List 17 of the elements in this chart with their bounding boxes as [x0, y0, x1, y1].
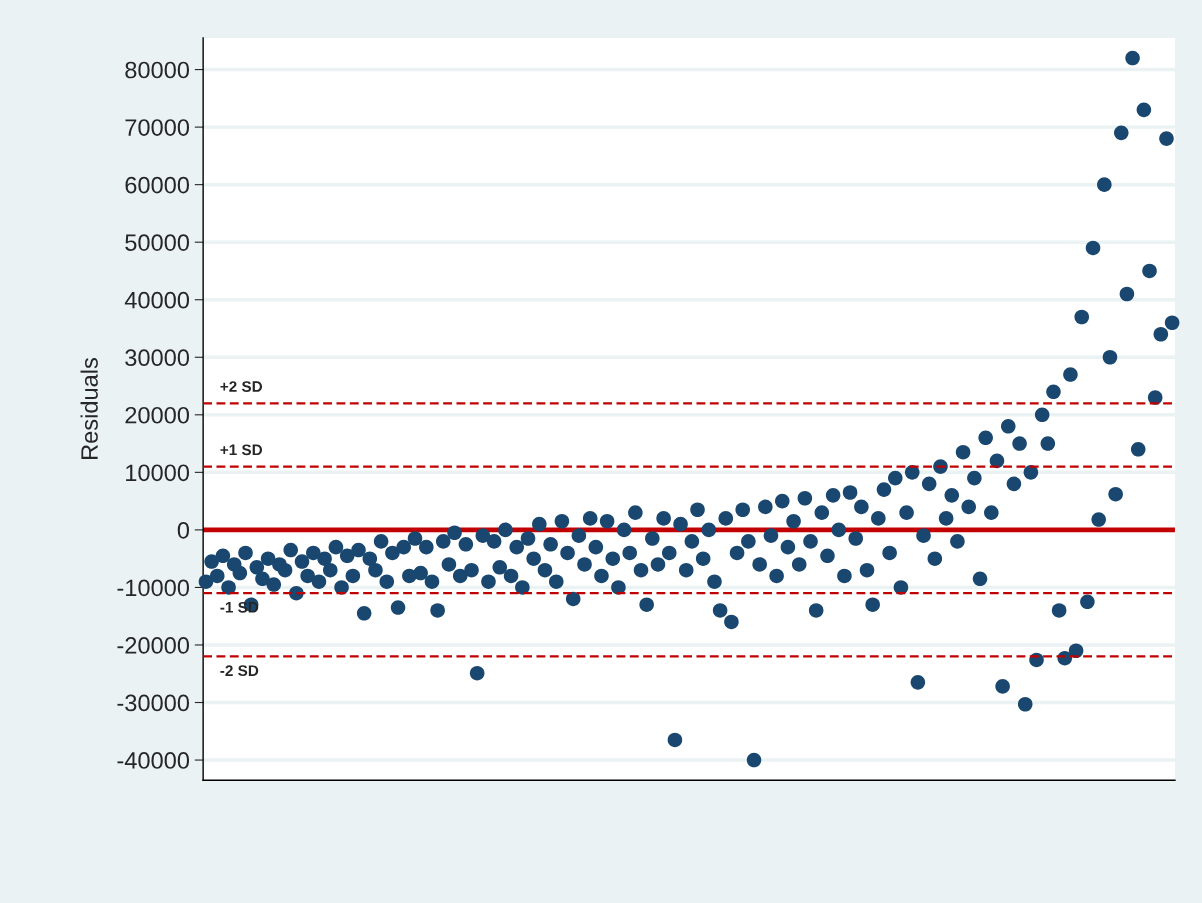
- ref-line-label: +2 SD: [220, 381, 263, 392]
- y-tick-label: 30000: [125, 349, 190, 367]
- y-tick-label: -30000: [117, 694, 190, 712]
- y-tick-label: 70000: [125, 119, 190, 136]
- y-tick-label: -40000: [117, 752, 190, 769]
- y-tick-label: 40000: [124, 291, 190, 309]
- y-axis-title: Residuals: [80, 358, 98, 459]
- ref-line-label: +1 SD: [220, 444, 263, 456]
- y-tick-label: 10000: [126, 464, 190, 482]
- ref-line-label: -2 SD: [220, 665, 259, 677]
- y-tick-label: 0: [177, 521, 190, 539]
- y-tick-label: 80000: [125, 61, 190, 79]
- y-tick-label: -20000: [117, 637, 190, 654]
- y-tick-label: 20000: [125, 406, 190, 424]
- y-tick-label: 50000: [125, 234, 190, 251]
- y-tick-label: -10000: [117, 579, 190, 597]
- y-tick-label: 60000: [125, 176, 190, 194]
